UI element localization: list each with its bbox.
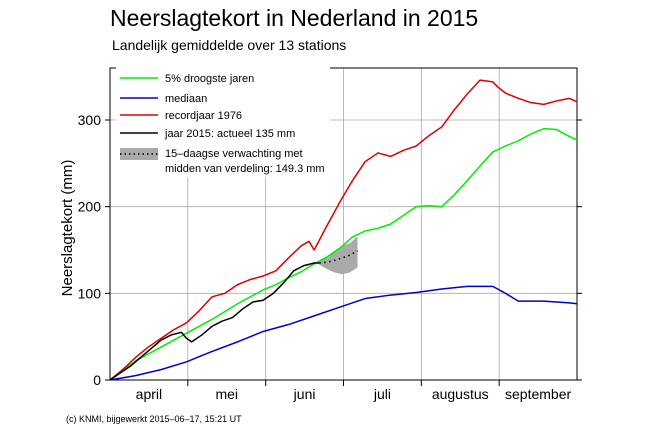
legend-label-droogste: 5% droogste jaren <box>165 73 254 85</box>
y-tick-label-200: 200 <box>78 199 102 215</box>
x-tick-label-augustus: augustus <box>432 386 489 402</box>
chart-title: Neerslagtekort in Nederland in 2015 <box>110 5 479 31</box>
legend-label-mediaan: mediaan <box>165 93 207 105</box>
forecast-midline <box>319 249 358 264</box>
y-tick-label-100: 100 <box>78 285 102 301</box>
series-line-3 <box>109 262 320 381</box>
y-tick-label-0: 0 <box>93 372 101 388</box>
legend: 5% droogste jaren mediaan recordjaar 197… <box>116 67 330 177</box>
legend-label-recordjaar: recordjaar 1976 <box>165 110 242 122</box>
chart-subtitle: Landelijk gemiddelde over 13 stations <box>112 37 347 53</box>
legend-label-2015: jaar 2015: actueel 135 mm <box>164 128 295 140</box>
forecast-band <box>319 236 358 275</box>
legend-label-forecast-1: 15–daagse verwachting met <box>165 148 303 160</box>
x-tick-label-mei: mei <box>215 386 238 402</box>
series-line-1 <box>109 285 578 381</box>
x-tick-label-september: september <box>505 386 571 402</box>
axes: 0 100 200 300 april mei juni juli augustus septem… <box>78 112 582 402</box>
x-tick-label-juni: juni <box>293 386 316 402</box>
series-lines <box>109 79 578 381</box>
legend-label-forecast-2: midden van verdeling: 149.3 mm <box>165 163 325 175</box>
footer-credit: (c) KNMI, bijgewerkt 2015–06–17, 15:21 U… <box>66 414 242 424</box>
series-line-0 <box>109 127 578 381</box>
y-axis-label: Neerslagtekort (mm) <box>59 160 76 297</box>
x-tick-label-april: april <box>136 386 162 402</box>
forecast-band-area <box>319 236 358 275</box>
y-tick-label-300: 300 <box>78 112 102 128</box>
x-tick-label-juli: juli <box>373 386 391 402</box>
series-line-2 <box>109 79 578 381</box>
grid-lines <box>110 68 577 380</box>
